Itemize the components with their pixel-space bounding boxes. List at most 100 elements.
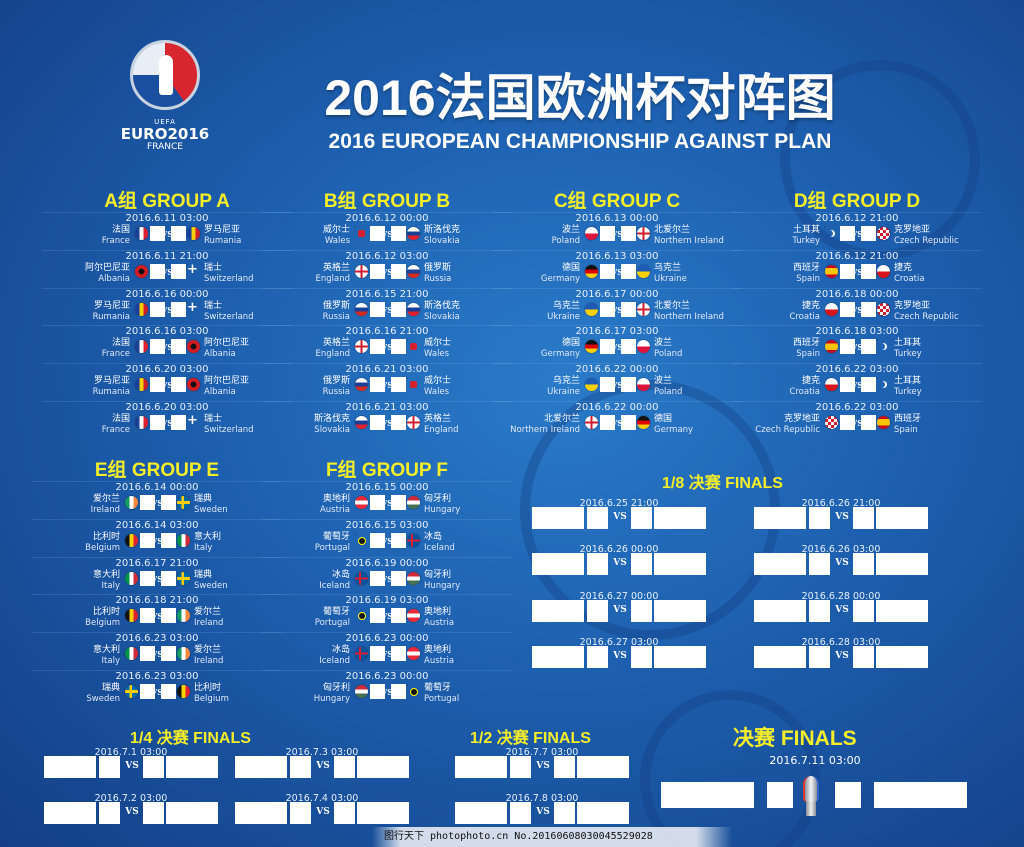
match-row: 法国 France VS 阿尔巴尼亚 Albania (42, 338, 292, 364)
knockout-match: 2016.6.26 21:00 VS (754, 498, 928, 538)
home-team-cn: 捷克 (801, 376, 820, 387)
quarter-title: 1/4 决赛 FINALS (130, 730, 251, 747)
vs-label: VS (381, 686, 393, 697)
home-team: 冰岛 Iceland (262, 645, 350, 667)
match-date: 2016.6.13 03:00 (575, 250, 659, 262)
match-date: 2016.6.16 03:00 (125, 326, 209, 338)
match-date: 2016.6.11 03:00 (125, 213, 209, 224)
flag-slovakia-icon (355, 415, 368, 429)
match-date: 2016.6.15 21:00 (345, 288, 429, 300)
match-date: 2016.6.16 21:00 (345, 326, 429, 338)
euro2016-logo: UEFA EURO2016 FRANCE (100, 40, 230, 180)
away-team-en: Ukraine (654, 273, 687, 284)
away-team-en: Austria (424, 618, 455, 629)
away-team: 土耳其 Turkey (894, 376, 982, 398)
match-row: 法国 France VS 罗马尼亚 Rumania (42, 225, 292, 251)
vs-label: VS (151, 611, 163, 622)
away-score-box (861, 377, 876, 393)
home-team-cn: 比利时 (92, 531, 120, 542)
knockout-date: 2016.6.27 00:00 (579, 591, 659, 602)
away-team-cn: 葡萄牙 (424, 682, 452, 693)
match: 2016.6.22 00:00 北爱尔兰 Northern Ireland VS 德国 G… (492, 400, 742, 439)
away-team: 冰岛 Iceland (424, 532, 512, 554)
away-team-cn: 德国 (654, 413, 673, 424)
knockout-match: 2016.7.7 03:00 VS (455, 747, 629, 787)
home-team: 俄罗斯 Russia (262, 376, 350, 398)
away-score-box (391, 646, 406, 662)
flag-spain-icon (825, 264, 838, 278)
match-row: 阿尔巴尼亚 Albania VS 瑞士 Switzerland (42, 263, 292, 289)
knockout-date: 2016.7.2 03:00 (94, 793, 168, 804)
away-team-cn: 阿尔巴尼亚 (204, 376, 250, 387)
home-team-en: Poland (551, 236, 580, 246)
home-team-en: Portugal (314, 542, 350, 553)
home-team-en: Turkey (792, 236, 820, 246)
away-team: 爱尔兰 Ireland (194, 607, 282, 629)
vs-label: VS (851, 229, 863, 239)
flag-italy-icon (177, 533, 190, 547)
flag-czech-republic-icon (877, 227, 890, 240)
home-score-box (99, 756, 120, 778)
away-team-en: Northern Ireland (654, 311, 724, 322)
group-title: B组 GROUP B (323, 191, 451, 212)
home-team-cn: 俄罗斯 (322, 300, 350, 311)
match: 2016.6.15 21:00 俄罗斯 Russia VS 斯洛伐克 Slovakia (262, 287, 512, 327)
match-row: 捷克 Croatia VS 土耳其 Turkey (732, 376, 982, 402)
away-team: 意大利 Italy (194, 532, 282, 554)
away-team-cn: 比利时 (194, 682, 222, 693)
vs-label: VS (151, 535, 163, 546)
away-score-box (171, 263, 186, 279)
home-team: 罗马尼亚 Rumania (42, 301, 130, 323)
home-score-box (370, 226, 385, 241)
home-score-box (140, 570, 155, 586)
away-team-cn: 克罗地亚 (894, 225, 931, 235)
flag-ukraine-icon (585, 378, 598, 392)
away-score-box (853, 507, 874, 529)
away-team-cn: 土耳其 (894, 338, 922, 349)
match: 2016.6.23 00:00 匈牙利 Hungary VS 葡萄牙 Portugal (262, 669, 512, 709)
away-team-cn: 克罗地亚 (894, 300, 931, 311)
match-row: 匈牙利 Hungary VS 葡萄牙 Portugal (262, 683, 512, 709)
match: 2016.6.18 21:00 比利时 Belgium VS 爱尔兰 Ireland (32, 594, 282, 632)
match: 2016.6.14 03:00 比利时 Belgium VS 意大利 Italy (32, 518, 282, 557)
away-team: 匈牙利 Hungary (424, 494, 512, 516)
home-team: 英格兰 England (262, 338, 350, 360)
home-score-box (600, 263, 615, 279)
away-score-box (631, 646, 652, 668)
away-score-box (391, 339, 406, 355)
home-score-box (290, 756, 311, 778)
home-team-cn: 西班牙 (792, 338, 820, 349)
knockout-match: 2016.6.28 03:00 VS (754, 637, 928, 677)
home-team: 意大利 Italy (32, 645, 120, 667)
match: 2016.6.16 03:00 法国 France VS 阿尔巴尼亚 Albania (42, 325, 292, 363)
vs-label: VS (151, 573, 163, 584)
away-team-cn: 瑞士 (204, 300, 223, 311)
flag-hungary-icon (355, 684, 368, 698)
watermark: 图行天下 photophoto.cn No.201606080300455290… (372, 827, 732, 847)
away-team-box (654, 646, 706, 668)
home-score-box (840, 301, 855, 317)
match-date: 2016.6.19 00:00 (345, 557, 429, 569)
vs-label: VS (381, 229, 393, 239)
match-date: 2016.6.22 00:00 (575, 364, 659, 376)
knockout-date: 2016.7.3 03:00 (285, 747, 359, 758)
home-team: 德国 Germany (492, 263, 580, 285)
match-row: 俄罗斯 Russia VS 斯洛伐克 Slovakia (262, 301, 512, 327)
knockout-match: 2016.7.4 03:00 VS (235, 793, 409, 833)
away-team-en: Poland (654, 387, 683, 398)
vs-label: VS (835, 558, 849, 568)
match: 2016.6.16 00:00 罗马尼亚 Rumania VS 瑞士 Switzerlan… (42, 287, 292, 326)
match-date: 2016.6.15 03:00 (345, 519, 429, 531)
home-team: 葡萄牙 Portugal (262, 532, 350, 554)
flag-northern-ireland-icon (585, 415, 598, 429)
away-team-en: Iceland (424, 542, 455, 553)
away-score-box (621, 263, 636, 279)
match-row: 葡萄牙 Portugal VS 奥地利 Austria (262, 607, 512, 633)
home-team-en: Germany (540, 273, 580, 284)
vs-label: VS (613, 605, 627, 615)
flag-hungary-icon (407, 496, 420, 509)
match-date: 2016.6.22 03:00 (815, 364, 899, 376)
away-team-box (876, 646, 928, 668)
flag-slovakia-icon (407, 227, 420, 240)
away-team: 斯洛伐克 Slovakia (424, 225, 512, 247)
